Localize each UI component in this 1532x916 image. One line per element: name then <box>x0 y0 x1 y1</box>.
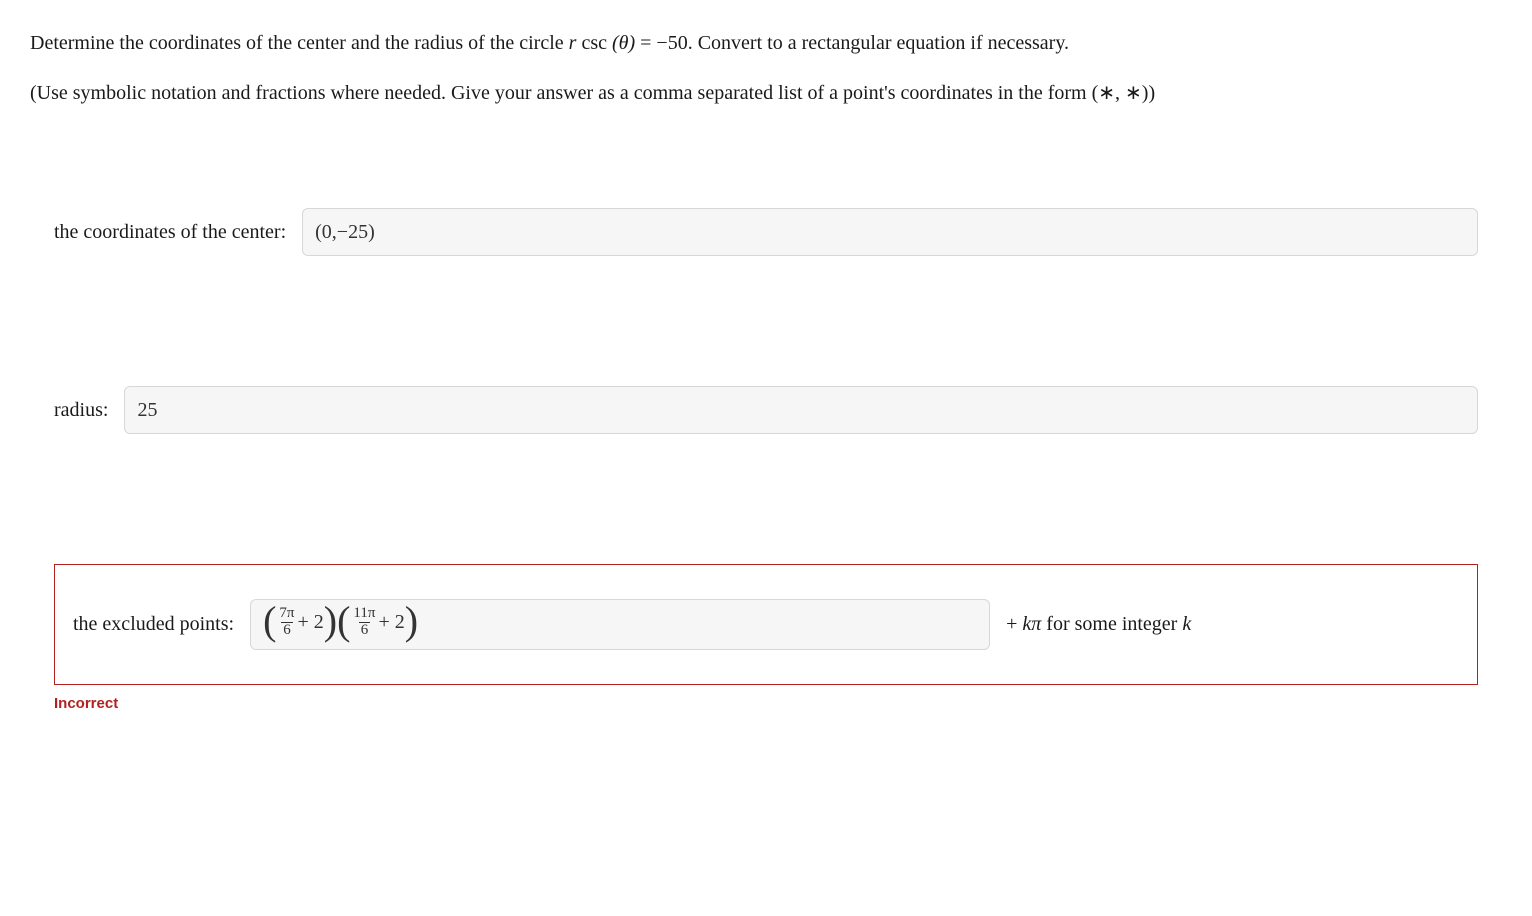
radius-input[interactable]: 25 <box>124 386 1478 434</box>
answer-row-radius: radius: 25 <box>54 386 1478 434</box>
suffix-k: k <box>1022 613 1031 635</box>
suffix-k2: k <box>1182 613 1191 635</box>
excluded-suffix: + kπ for some integer k <box>1006 609 1191 639</box>
suffix-plus: + <box>1006 613 1022 635</box>
radius-value: 25 <box>137 395 157 425</box>
fraction-2: 11π6 <box>351 606 377 639</box>
plus-1: + 2 <box>297 607 323 637</box>
answer-row-center: the coordinates of the center: (0,−25) <box>54 208 1478 256</box>
equation-func: csc <box>576 32 612 54</box>
center-value: (0,−25) <box>315 217 375 247</box>
instruction-text: (Use symbolic notation and fractions whe… <box>30 78 1502 108</box>
answer-row-excluded: the excluded points: (7π6 + 2)(11π6 + 2)… <box>54 564 1478 685</box>
equation-theta: (θ) <box>612 32 635 54</box>
question-prefix: Determine the coordinates of the center … <box>30 32 569 54</box>
center-label: the coordinates of the center: <box>54 217 286 247</box>
feedback-incorrect: Incorrect <box>54 693 1502 716</box>
excluded-input[interactable]: (7π6 + 2)(11π6 + 2) <box>250 599 990 650</box>
plus-2: + 2 <box>378 607 404 637</box>
equation-eq: = −50 <box>635 32 688 54</box>
fraction-1: 7π6 <box>277 606 296 639</box>
question-suffix: . Convert to a rectangular equation if n… <box>688 32 1069 54</box>
suffix-rest: for some integer <box>1041 613 1182 635</box>
excluded-value: (7π6 + 2)(11π6 + 2) <box>263 608 418 641</box>
excluded-label: the excluded points: <box>73 609 234 639</box>
suffix-pi: π <box>1031 613 1041 635</box>
question-text: Determine the coordinates of the center … <box>30 28 1502 58</box>
center-input[interactable]: (0,−25) <box>302 208 1478 256</box>
radius-label: radius: <box>54 395 108 425</box>
